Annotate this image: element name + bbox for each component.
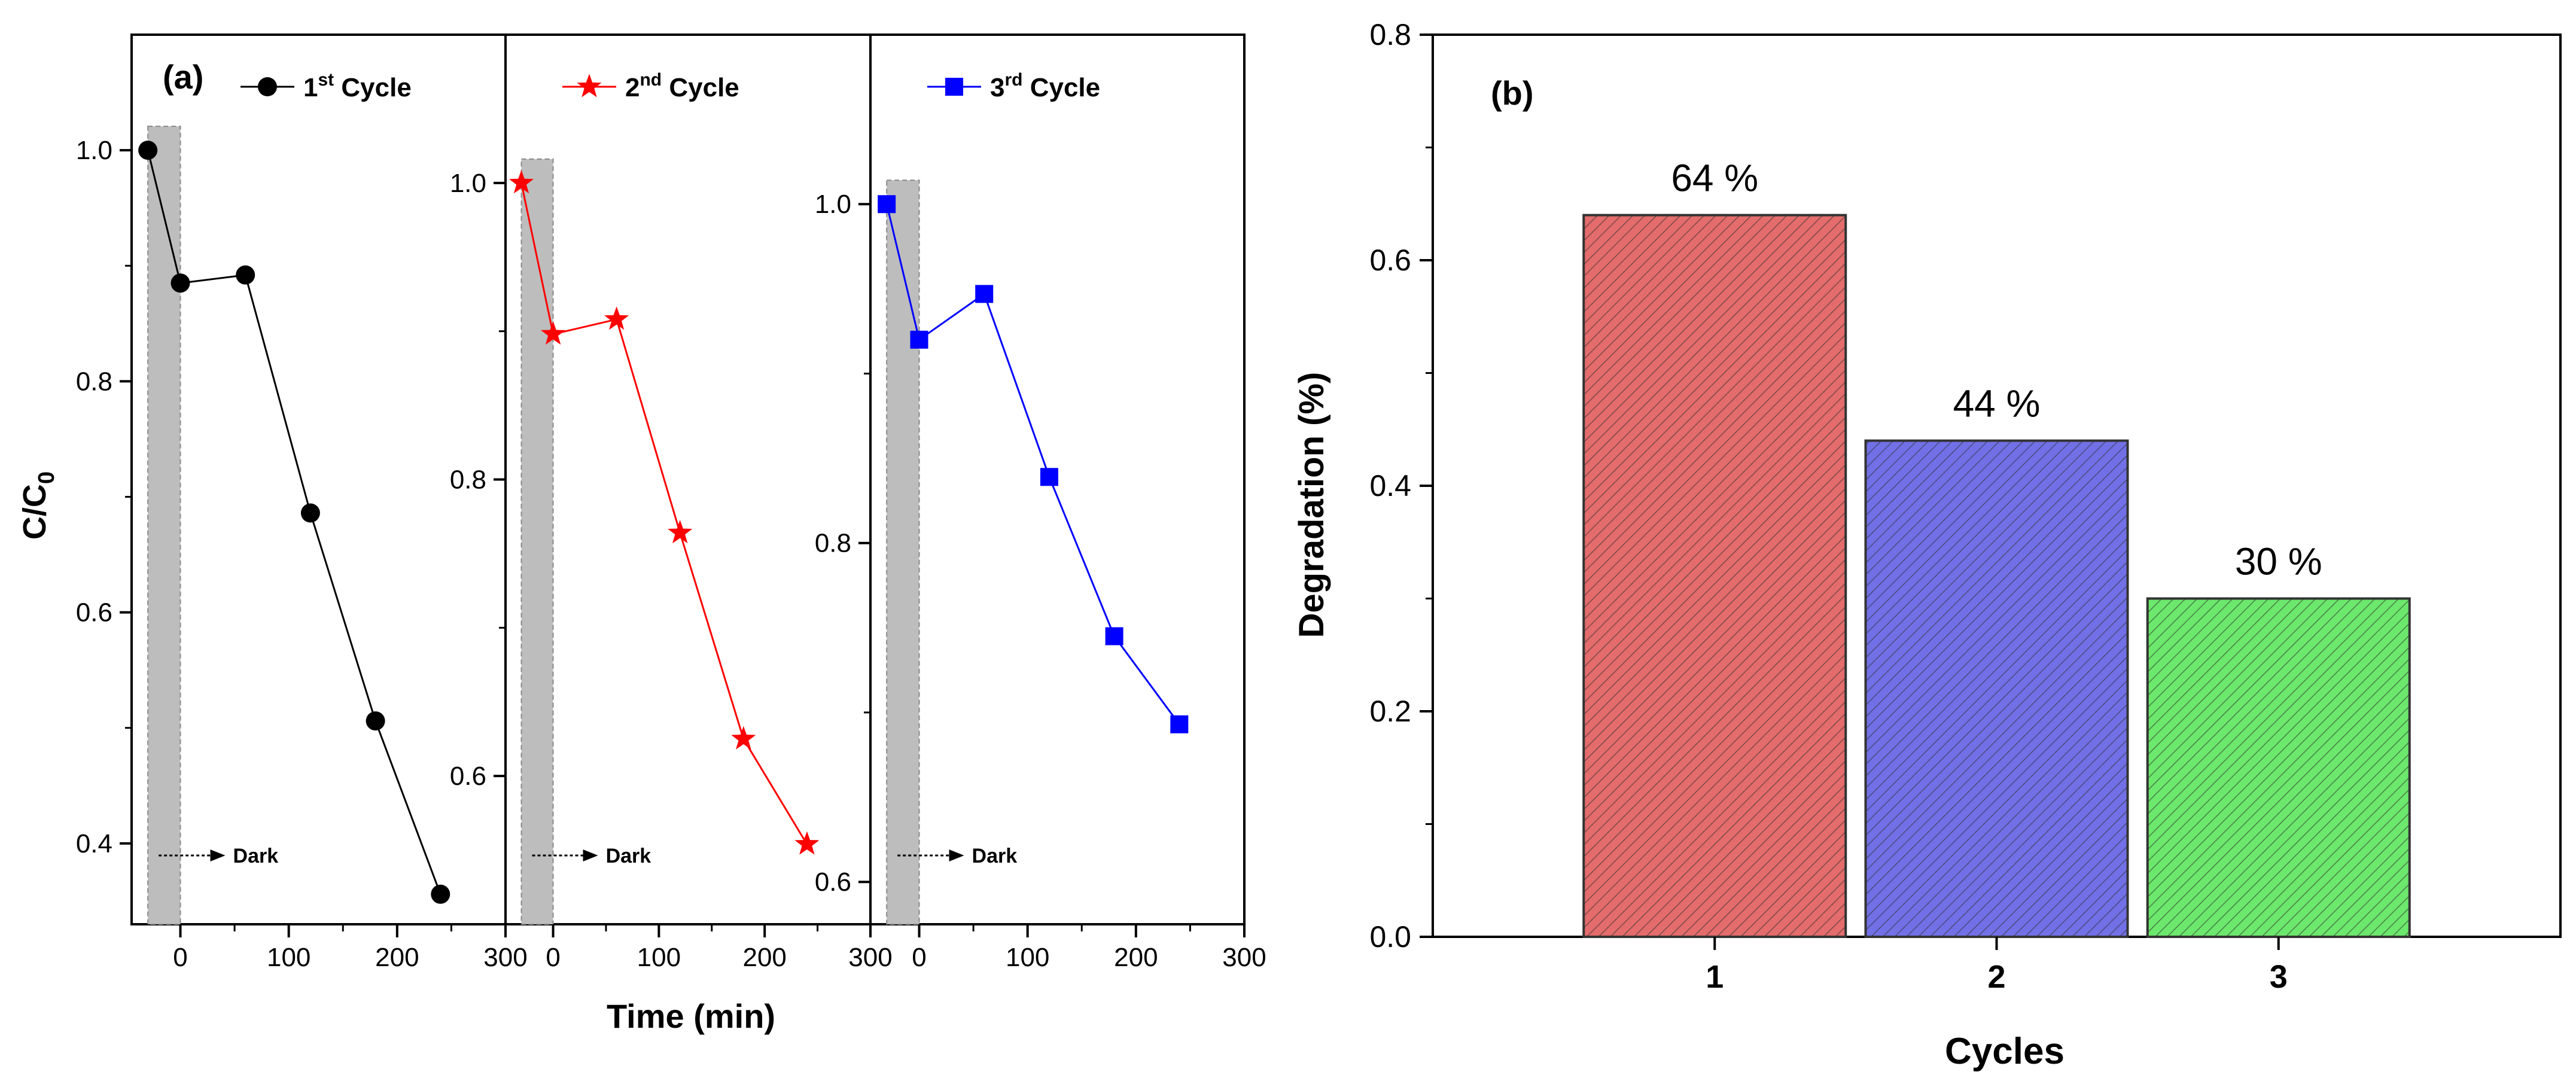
- x-tick-label: 2: [1987, 959, 2005, 995]
- y-tick-label: 0.6: [1369, 243, 1411, 277]
- data-point: [236, 265, 255, 285]
- legend-label: 3rd Cycle: [990, 70, 1100, 102]
- x-tick-label: 100: [1006, 943, 1049, 972]
- bar-hatch: [2147, 598, 2410, 937]
- data-point: [541, 321, 566, 345]
- y-axis-label-degradation: Degradation (%): [1292, 372, 1331, 638]
- data-point: [509, 170, 534, 194]
- bar-plot-area: 0.0 0.2 0.4 0.6 0.8 64 % 1 44 % 2 30 % 3: [1369, 18, 2562, 995]
- legend-marker: [577, 74, 602, 98]
- x-tick-label: 200: [742, 943, 786, 972]
- y-tick-label: 1.0: [76, 136, 112, 165]
- data-point: [1105, 627, 1123, 645]
- bar-hatch: [1865, 440, 2128, 937]
- dark-region-band: [886, 179, 920, 925]
- panel-a-label: (a): [163, 58, 203, 96]
- x-tick-label: 200: [375, 943, 419, 972]
- panel-b-label: (b): [1491, 74, 1534, 112]
- panel-a-line-charts: (a) C/C0 Time (min) Dark 0 100 200 300 0.4 0.6…: [17, 34, 1266, 1035]
- y-tick-label: 0.8: [815, 529, 851, 558]
- x-tick-label: 300: [483, 943, 527, 972]
- bar-data-label: 64 %: [1671, 157, 1758, 200]
- dark-region-band: [147, 126, 181, 925]
- data-point: [668, 520, 693, 544]
- data-point: [170, 273, 190, 293]
- data-point: [731, 726, 756, 750]
- y-axis-label: C/C0: [17, 471, 59, 540]
- data-point: [1040, 468, 1058, 486]
- y-tick-label: 1.0: [815, 190, 851, 219]
- legend-label: 1st Cycle: [303, 70, 412, 102]
- data-point: [975, 285, 994, 303]
- dark-label: Dark: [606, 845, 651, 867]
- legend-marker: [945, 78, 963, 96]
- y-tick-label: 1.0: [450, 169, 486, 198]
- dark-arrow-head: [583, 849, 598, 861]
- y-tick-label: 0.6: [76, 598, 112, 628]
- dark-arrow-head: [210, 849, 226, 861]
- x-tick-label: 300: [848, 943, 892, 972]
- dark-label: Dark: [233, 845, 279, 867]
- x-tick-label: 0: [546, 943, 560, 972]
- y-tick-label: 0.6: [815, 867, 851, 897]
- subplot-cycle-1: Dark 0 100 200 300 0.4 0.6 0.8 1.0 1st Cycle: [76, 34, 528, 972]
- data-point: [300, 503, 320, 523]
- subplot-frame: [869, 34, 1246, 925]
- data-point: [910, 330, 928, 349]
- data-point: [366, 711, 385, 731]
- dark-arrow-head: [949, 849, 964, 861]
- x-tick-label: 300: [1222, 943, 1266, 972]
- data-point: [431, 884, 450, 904]
- bar-data-label: 30 %: [2235, 540, 2322, 583]
- series-line: [520, 182, 808, 845]
- dark-label: Dark: [972, 845, 1018, 867]
- panel-b-bar-chart: (b) Cycles Degradation (%) 0.00.20.40.60…: [1292, 18, 2562, 1072]
- y-tick-label: 0.8: [1369, 18, 1411, 51]
- subplot-cycle-2: Dark 0 100 200 300 0.6 0.8 1.0 2nd Cycle: [450, 34, 893, 972]
- y-tick-label: 0.2: [1369, 695, 1411, 728]
- legend-marker: [258, 77, 277, 96]
- legend-label: 2nd Cycle: [625, 70, 739, 102]
- subplot-cycle-3: Dark 0 100 200 300 0.6 0.8 1.0 3rd Cycle: [815, 34, 1266, 972]
- y-tick-label: 0.4: [1369, 469, 1411, 503]
- data-point: [1170, 715, 1189, 733]
- x-tick-label: 0: [912, 943, 926, 972]
- bar-hatch: [1584, 215, 1846, 937]
- x-tick-label: 0: [173, 943, 187, 972]
- x-tick-label: 3: [2270, 959, 2288, 995]
- x-axis-label-cycles: Cycles: [1945, 1031, 2065, 1072]
- x-tick-label: 1: [1706, 959, 1724, 995]
- data-point: [604, 306, 629, 330]
- y-tick-label: 0.8: [76, 367, 112, 396]
- series-line: [147, 150, 441, 895]
- x-axis-label: Time (min): [607, 997, 775, 1035]
- x-tick-label: 100: [637, 943, 681, 972]
- y-tick-label: 0.6: [450, 762, 486, 791]
- series-line: [885, 203, 1180, 725]
- x-tick-label: 200: [1114, 943, 1158, 972]
- bar-data-label: 44 %: [1953, 382, 2041, 425]
- y-tick-label: 0.0: [1369, 920, 1411, 954]
- y-tick-label: 0.4: [76, 829, 112, 858]
- dark-region-band: [520, 158, 554, 925]
- subplot-frame: [504, 34, 872, 925]
- data-point: [138, 141, 158, 160]
- data-point: [794, 831, 820, 855]
- data-point: [878, 195, 896, 214]
- y-tick-label: 0.8: [450, 465, 486, 495]
- x-tick-label: 100: [267, 943, 310, 972]
